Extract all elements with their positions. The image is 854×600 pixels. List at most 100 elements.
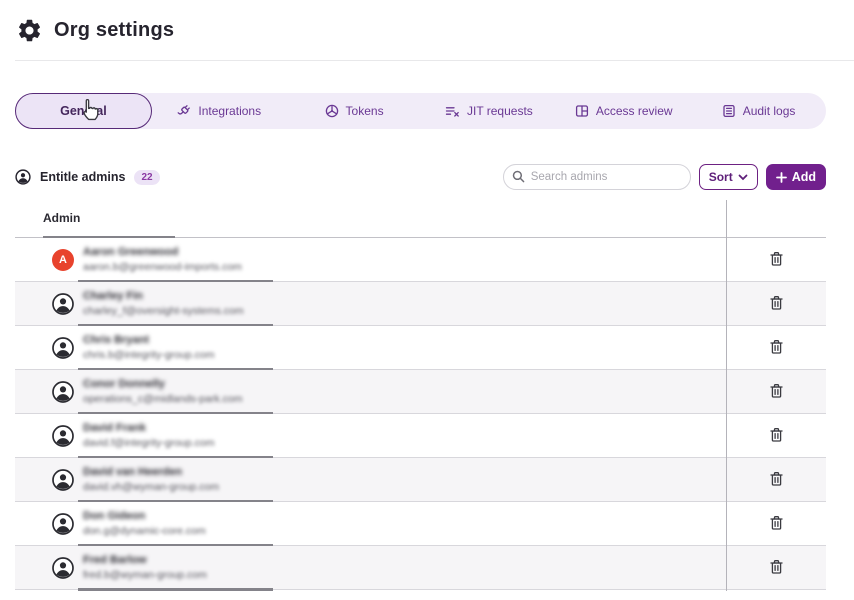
trash-icon [769,428,783,442]
add-label: Add [791,170,816,184]
admin-email: david.f@integrity-group.com [83,437,215,449]
admin-email: fred.b@wyman-group.com [83,569,207,581]
sort-button[interactable]: Sort [698,164,758,190]
page-title: Org settings [54,18,175,41]
sort-label: Sort [708,170,733,184]
admin-name: Aaron Greenwood [83,246,179,258]
redaction-bar [78,368,273,371]
tab-tokens[interactable]: Tokens [287,93,422,129]
admin-row: Charley Fin charley_f@oversight-systems.… [15,282,826,327]
admin-table-body: A Aaron Greenwood aaron.b@greenwood-impo… [15,238,826,591]
admin-row: A Aaron Greenwood aaron.b@greenwood-impo… [15,238,826,283]
trash-icon [769,516,783,530]
admin-email: don.g@dynamic-core.com [83,525,206,537]
admin-name: Chris Bryant [83,334,150,346]
admin-identity: Conor Donnelly operations_c@midlands-par… [83,377,242,406]
admin-email: chris.b@integrity-group.com [83,349,215,361]
search-box [502,164,691,190]
person-avatar-icon [52,425,74,447]
admin-row: Fred Barlow fred.b@wyman-group.com [15,546,826,591]
delete-admin-button[interactable] [767,515,785,533]
trash-icon [769,472,783,486]
admin-identity: Don Gideon don.g@dynamic-core.com [83,509,206,538]
admin-identity: David Frank david.f@integrity-group.com [83,421,214,450]
admin-email: operations_c@midlands-park.com [83,393,243,405]
tab-label: Access review [595,104,673,118]
cursor-pointer-icon [83,99,99,121]
section-actions: Sort Add [502,164,826,190]
trash-icon [769,340,783,354]
delete-admin-button[interactable] [767,427,785,445]
section-header: Entitle admins 22 [15,169,160,185]
redaction-bar [43,236,175,239]
delete-admin-button[interactable] [767,339,785,357]
person-avatar-icon [52,557,74,579]
person-avatar-icon [52,513,74,535]
tab-label: JIT requests [466,104,533,118]
trash-icon [769,296,783,310]
tab-label: Audit logs [742,104,796,118]
admin-name: Charley Fin [83,290,143,302]
tab-label: Integrations [198,104,262,118]
admin-name: Don Gideon [83,510,146,522]
admin-count-badge: 22 [134,169,160,185]
tab-audit-logs[interactable]: Audit logs [691,93,826,129]
trash-icon [769,384,783,398]
admin-identity: Chris Bryant chris.b@integrity-group.com [83,333,214,362]
redaction-bar [78,544,273,547]
table-header-row: Admin [15,200,826,239]
admin-email: aaron.b@greenwood-imports.com [83,261,242,273]
admin-name: Conor Donnelly [83,378,165,390]
log-list-icon [723,104,735,118]
redaction-bar [78,456,273,459]
admin-identity: Aaron Greenwood aaron.b@greenwood-import… [83,245,242,274]
delete-admin-button[interactable] [767,383,785,401]
tab-bar: General Integrations Tokens [15,93,826,129]
tab-label: Tokens [345,104,384,118]
person-avatar-icon [52,469,74,491]
admin-name: David van Heerden [83,466,183,478]
letter-avatar: A [52,249,74,271]
search-admins-input[interactable] [502,164,691,190]
header-divider [15,60,854,61]
admin-identity: Charley Fin charley_f@oversight-systems.… [83,289,244,318]
admins-table: Admin A Aaron Greenwood aaron.b@greenwoo… [15,200,826,593]
trash-icon [769,560,783,574]
admin-row: Chris Bryant chris.b@integrity-group.com [15,326,826,371]
redaction-bar [78,412,273,415]
plug-icon [177,105,191,115]
list-x-icon [445,107,459,117]
admin-identity: Fred Barlow fred.b@wyman-group.com [83,553,207,582]
search-icon [512,170,525,183]
admin-email: david.vh@wyman-group.com [83,481,220,493]
trash-icon [769,252,783,266]
chevron-down-icon [738,174,748,180]
admin-email: charley_f@oversight-systems.com [83,305,244,317]
delete-admin-button[interactable] [767,559,785,577]
gear-icon [18,19,41,41]
tab-access-review[interactable]: Access review [556,93,691,129]
admin-row: Don Gideon don.g@dynamic-core.com [15,502,826,547]
admin-badge-icon [15,169,31,185]
redaction-bar [78,500,273,503]
add-admin-button[interactable]: Add [765,164,826,190]
column-divider [726,200,727,591]
admin-name: Fred Barlow [83,554,147,566]
token-icon [325,104,338,118]
admin-identity: David van Heerden david.vh@wyman-group.c… [83,465,219,494]
delete-admin-button[interactable] [767,251,785,269]
admin-column-header: Admin [43,211,81,225]
person-avatar-icon [52,293,74,315]
admin-row: David Frank david.f@integrity-group.com [15,414,826,459]
tab-integrations[interactable]: Integrations [152,93,287,129]
page-header: Org settings [0,0,854,60]
delete-admin-button[interactable] [767,471,785,489]
person-avatar-icon [52,337,74,359]
delete-admin-button[interactable] [767,295,785,313]
plus-icon [775,171,787,183]
redaction-bar [78,324,273,327]
tab-jit-requests[interactable]: JIT requests [421,93,556,129]
panes-icon [575,105,588,117]
admin-name: David Frank [83,422,146,434]
